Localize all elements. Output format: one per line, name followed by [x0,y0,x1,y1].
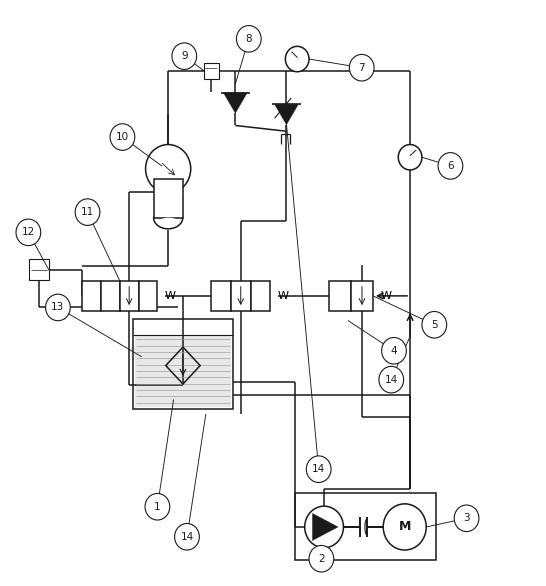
Text: 5: 5 [431,320,437,330]
Text: 1: 1 [154,502,161,512]
Bar [251,281,270,311]
Bar [139,281,157,311]
Circle shape [286,46,309,71]
Text: W: W [278,291,289,301]
Bar [329,281,351,311]
Bar [211,281,231,311]
Circle shape [45,294,70,321]
Text: 11: 11 [81,207,94,217]
Text: 14: 14 [312,464,325,474]
Text: 12: 12 [22,227,35,237]
Text: 4: 4 [390,346,397,356]
Circle shape [349,54,374,81]
Text: 10: 10 [116,132,129,142]
Circle shape [382,338,406,364]
Text: 3: 3 [463,513,470,523]
Text: 14: 14 [385,374,398,384]
Circle shape [422,312,447,338]
Circle shape [306,456,331,482]
Circle shape [438,152,463,179]
Bar [133,319,233,408]
Circle shape [398,145,422,170]
Bar [351,281,373,311]
Circle shape [145,493,170,520]
Text: W: W [165,291,176,301]
Bar [120,281,139,311]
Text: 14: 14 [180,532,194,542]
Polygon shape [275,104,298,125]
Circle shape [454,505,479,532]
Circle shape [146,145,191,193]
Polygon shape [312,513,338,540]
Circle shape [383,504,426,550]
Bar [204,63,219,79]
Bar [29,260,49,280]
Circle shape [110,124,135,151]
Bar [82,281,101,311]
Circle shape [305,506,343,548]
Text: 9: 9 [181,51,188,61]
Text: M: M [399,520,411,533]
Circle shape [16,219,41,246]
Text: 7: 7 [358,63,365,73]
Text: 6: 6 [447,161,454,171]
Text: 8: 8 [246,34,252,44]
Bar [135,335,231,407]
Polygon shape [223,93,247,113]
Bar [153,179,183,218]
Circle shape [379,366,403,393]
Circle shape [309,546,334,572]
Bar [101,281,120,311]
Circle shape [175,523,199,550]
Text: 13: 13 [51,302,64,312]
Bar [295,493,436,560]
Bar [231,281,251,311]
Circle shape [75,199,100,226]
Circle shape [172,43,197,70]
Text: W: W [381,291,391,301]
Text: 2: 2 [318,554,325,564]
Circle shape [236,26,261,52]
